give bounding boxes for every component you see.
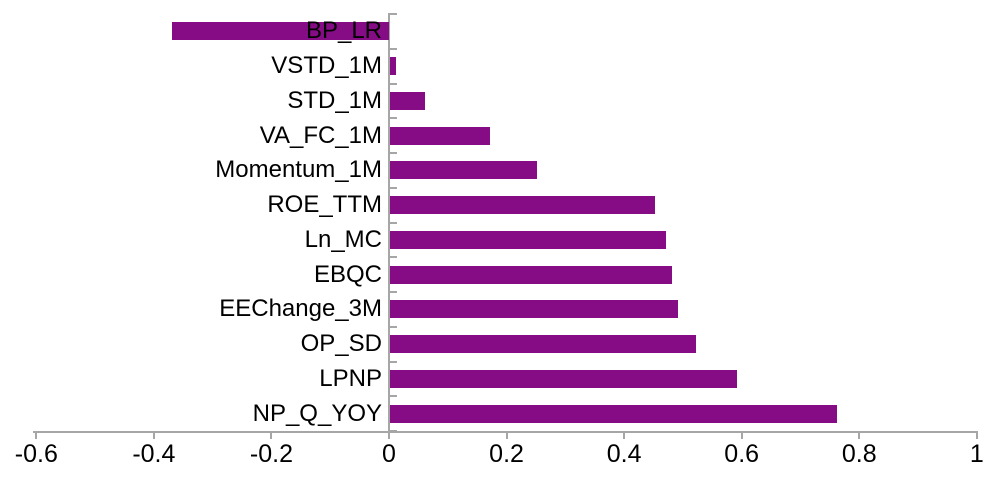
category-tick bbox=[388, 291, 397, 293]
category-label: NP_Q_YOY bbox=[252, 399, 382, 427]
bar bbox=[390, 57, 396, 76]
category-tick bbox=[388, 256, 397, 259]
x-tick bbox=[623, 431, 626, 439]
bar bbox=[390, 230, 667, 249]
category-label: LPNP bbox=[319, 364, 382, 392]
category-tick bbox=[388, 152, 397, 154]
x-tick-label: 0.6 bbox=[724, 440, 760, 468]
x-tick bbox=[858, 431, 861, 439]
bar bbox=[390, 335, 696, 354]
x-tick bbox=[270, 431, 273, 439]
category-tick bbox=[388, 360, 397, 363]
category-label: BP_LR bbox=[305, 17, 382, 45]
category-label: VA_FC_1M bbox=[259, 121, 382, 149]
x-tick-label: 0 bbox=[382, 440, 396, 468]
category-tick bbox=[388, 13, 397, 15]
category-label: EEChange_3M bbox=[219, 295, 382, 323]
category-label: OP_SD bbox=[300, 330, 382, 358]
category-label: Ln_MC bbox=[304, 225, 382, 253]
category-tick bbox=[388, 395, 397, 398]
bar bbox=[390, 265, 673, 284]
bar bbox=[171, 22, 389, 41]
x-tick-label: -0.4 bbox=[132, 440, 176, 468]
category-tick bbox=[388, 82, 397, 85]
x-tick-label: -0.2 bbox=[249, 440, 293, 468]
x-axis-line bbox=[33, 431, 978, 433]
category-label: STD_1M bbox=[287, 86, 382, 114]
bar bbox=[390, 161, 537, 180]
category-tick bbox=[388, 47, 397, 50]
category-tick bbox=[388, 325, 397, 328]
bar bbox=[390, 300, 679, 319]
category-tick bbox=[388, 221, 397, 224]
bar bbox=[390, 196, 655, 215]
category-label: EBQC bbox=[313, 260, 382, 288]
category-label: ROE_TTM bbox=[267, 191, 382, 219]
category-tick bbox=[388, 430, 397, 432]
bar bbox=[390, 91, 426, 110]
bar bbox=[390, 126, 490, 145]
x-tick bbox=[152, 431, 155, 439]
category-label: VSTD_1M bbox=[271, 52, 382, 80]
x-tick-label: 0.4 bbox=[606, 440, 642, 468]
x-tick-label: 1 bbox=[969, 440, 984, 468]
category-label: Momentum_1M bbox=[215, 156, 382, 184]
x-tick bbox=[505, 431, 508, 439]
x-tick bbox=[35, 431, 38, 439]
y-axis-line bbox=[388, 14, 390, 433]
x-tick bbox=[740, 431, 743, 439]
bar bbox=[390, 404, 837, 423]
category-tick bbox=[388, 186, 397, 189]
x-tick-label: 0.8 bbox=[841, 440, 877, 468]
x-tick-label: 0.2 bbox=[489, 440, 524, 468]
x-tick-label: -0.6 bbox=[14, 440, 58, 468]
category-tick bbox=[388, 117, 397, 120]
x-tick bbox=[388, 431, 390, 439]
x-tick bbox=[975, 431, 978, 439]
bar bbox=[390, 369, 737, 388]
